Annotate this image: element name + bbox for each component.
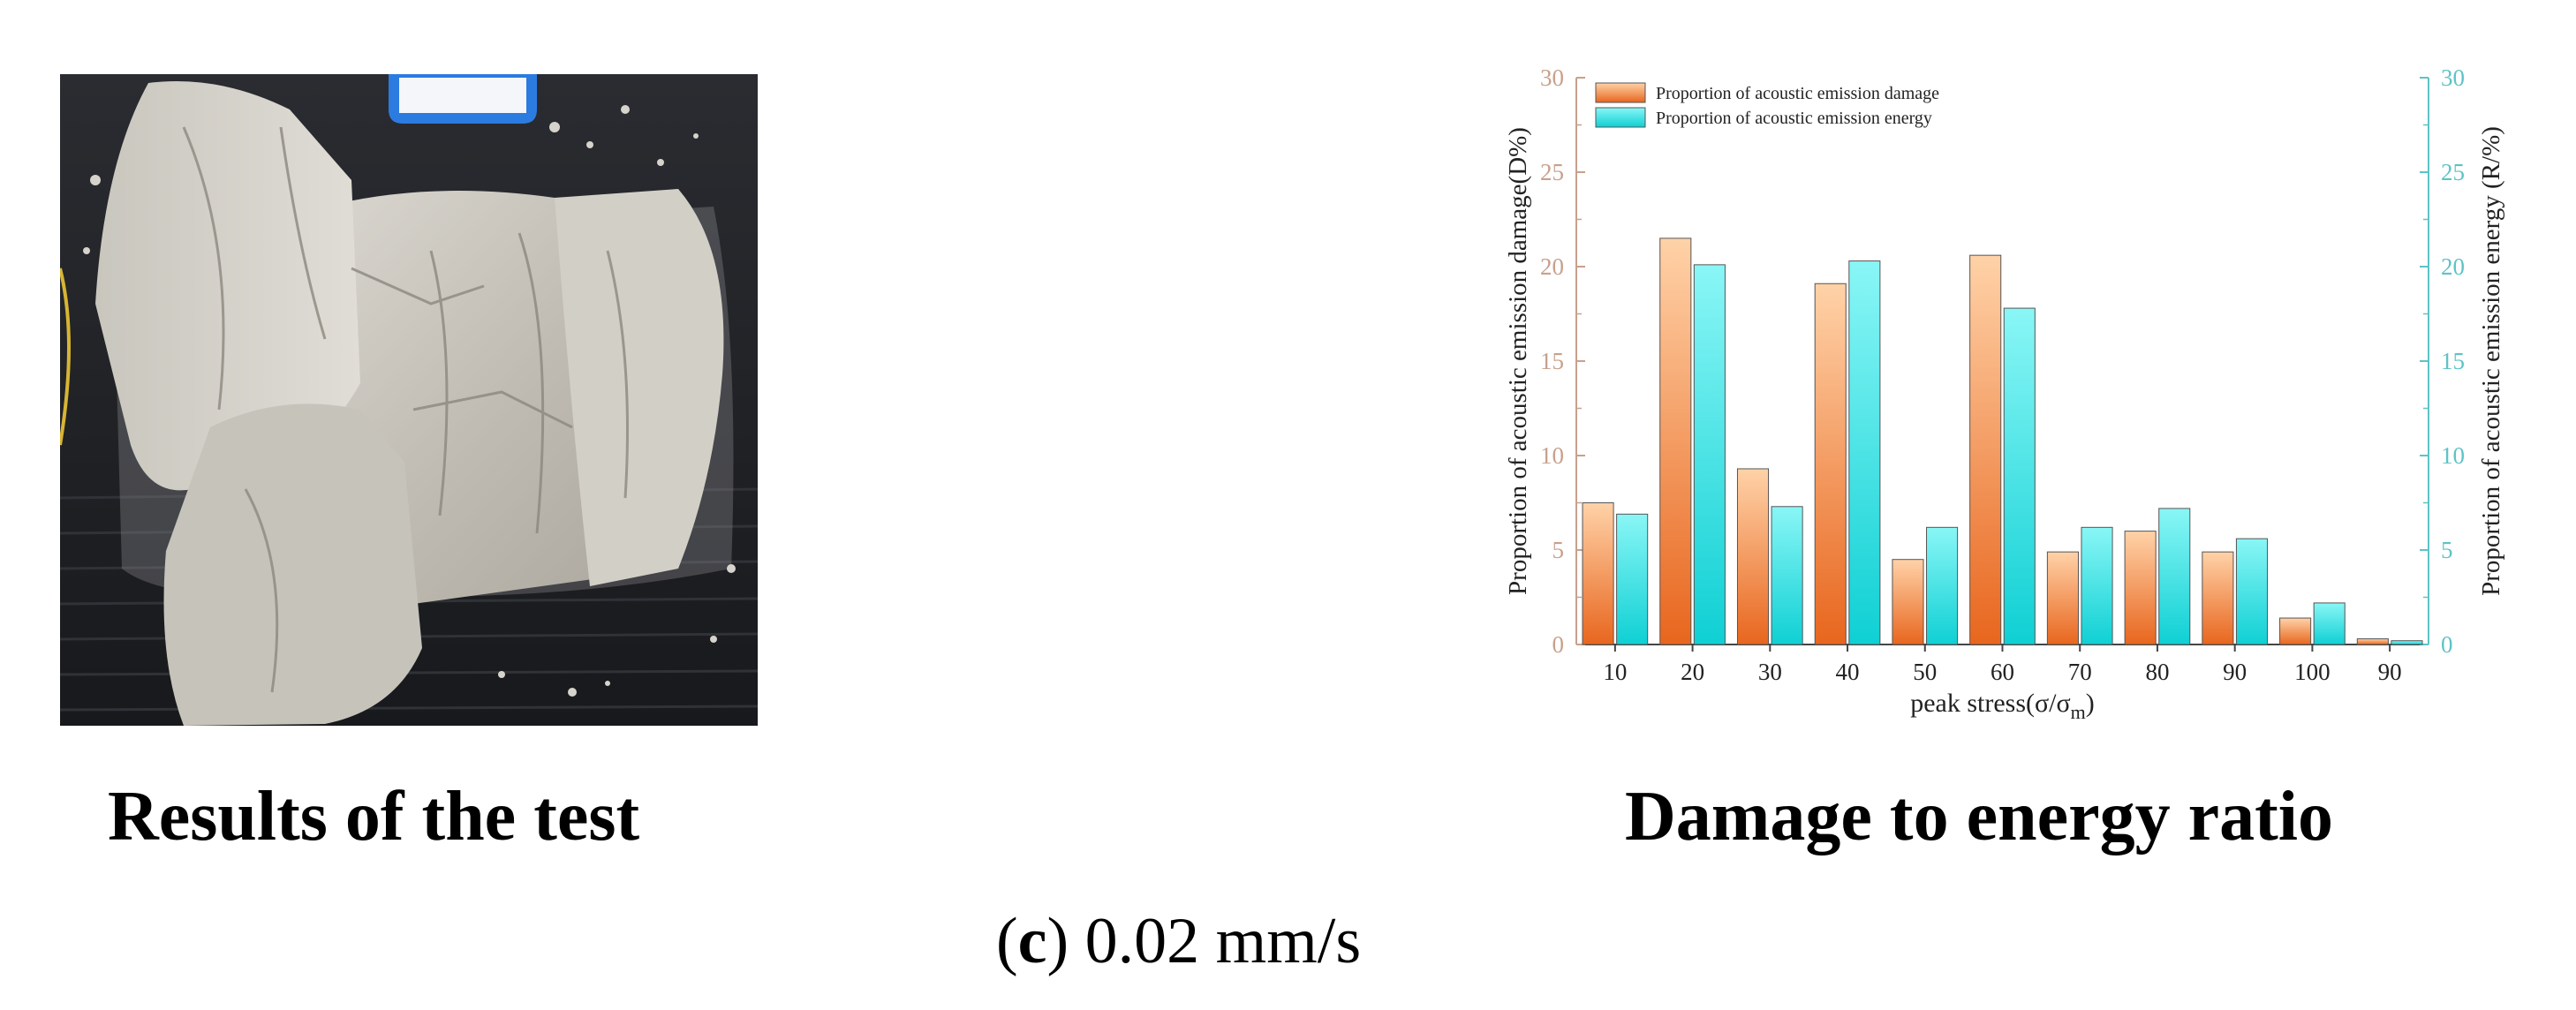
bar-energy: [1616, 513, 1649, 645]
x-tick-label: 100: [2294, 659, 2330, 685]
right-caption: Damage to energy ratio: [1625, 778, 2333, 855]
bar-damage: [1814, 283, 1847, 645]
y-tick-label-right: 15: [2441, 348, 2465, 374]
x-tick-label: 60: [1991, 659, 2014, 685]
legend-swatch-energy: [1595, 107, 1646, 128]
bar-energy: [1848, 260, 1881, 645]
rock-fragment-front: [163, 403, 422, 726]
x-tick-label: 80: [2145, 659, 2169, 685]
x-tick-label: 20: [1681, 659, 1704, 685]
x-tick-label: 30: [1758, 659, 1782, 685]
x-tick-label: 10: [1603, 659, 1627, 685]
subfigure-caption: (c) 0.02 mm/s: [996, 905, 1362, 977]
y-tick-label-left: 0: [1552, 631, 1565, 658]
x-axis-label-sub: m: [2071, 701, 2086, 723]
test-result-photo: [60, 74, 758, 726]
bar-energy: [1693, 264, 1726, 645]
x-tick-label: 50: [1913, 659, 1937, 685]
subfigure-rate: 0.02 mm/s: [1084, 905, 1362, 977]
y-tick-label-left: 25: [1540, 159, 1564, 185]
bar-energy: [2391, 640, 2423, 645]
bar-damage: [1736, 468, 1770, 645]
bar-energy: [2313, 602, 2346, 645]
bar-energy: [2158, 508, 2191, 645]
rock-fragment-left: [95, 81, 360, 491]
x-tick-label: 70: [2068, 659, 2092, 685]
x-tick-label: 90: [2378, 659, 2402, 685]
left-caption: Results of the test: [108, 778, 640, 855]
bar-damage: [2202, 551, 2234, 645]
bar-damage: [1892, 559, 1924, 645]
y-tick-label-right: 0: [2441, 631, 2453, 658]
x-axis-label: peak stress(σ/σm): [1910, 689, 2095, 723]
y-tick-label-left: 5: [1552, 537, 1565, 563]
bar-energy: [2235, 538, 2269, 645]
damage-energy-chart: 0 5 10 15 20 25 30 0 5 10 15 20 25 30 10 20 30 40 50 60 70 80…: [1504, 64, 2505, 723]
y-axis-label-left: Proportion of acoustic emission damage(D…: [1504, 127, 1532, 595]
bar-energy: [1771, 506, 1803, 645]
bar-damage: [2279, 617, 2312, 645]
y-tick-label-right: 5: [2441, 537, 2453, 563]
bar-damage: [2124, 531, 2157, 645]
y-tick-label-left: 15: [1540, 348, 1564, 374]
y-tick-label-right: 10: [2441, 442, 2465, 469]
chart-legend: Proportion of acoustic emission damage Pr…: [1595, 82, 1939, 128]
x-axis-label-end: ): [2086, 689, 2095, 718]
y-tick-label-left: 20: [1540, 253, 1564, 280]
y-tick-label-left: 10: [1540, 442, 1564, 469]
bar-energy: [2003, 307, 2036, 645]
bar-energy: [1926, 526, 1959, 645]
subfigure-label: c: [1017, 905, 1047, 977]
y-axis-label-right: Proportion of acoustic emission energy (…: [2477, 126, 2505, 596]
y-tick-label-right: 30: [2441, 64, 2465, 91]
legend-swatch-damage: [1595, 82, 1646, 103]
bar-damage: [1659, 237, 1692, 645]
bar-energy: [2081, 526, 2113, 645]
x-tick-label: 40: [1836, 659, 1860, 685]
legend-label-damage: Proportion of acoustic emission damage: [1656, 84, 1939, 103]
bar-damage: [1582, 502, 1614, 645]
bar-damage: [1969, 254, 2002, 645]
y-tick-label-right: 25: [2441, 159, 2465, 185]
y-tick-label-right: 20: [2441, 253, 2465, 280]
bar-damage: [2356, 638, 2389, 645]
x-axis-label-main: peak stress(σ/σ: [1910, 689, 2070, 718]
legend-label-energy: Proportion of acoustic emission energy: [1656, 109, 1932, 128]
bar-damage: [2046, 551, 2079, 645]
y-tick-label-left: 30: [1540, 64, 1564, 91]
x-tick-label: 90: [2223, 659, 2247, 685]
rock-fragment-right: [555, 189, 724, 586]
